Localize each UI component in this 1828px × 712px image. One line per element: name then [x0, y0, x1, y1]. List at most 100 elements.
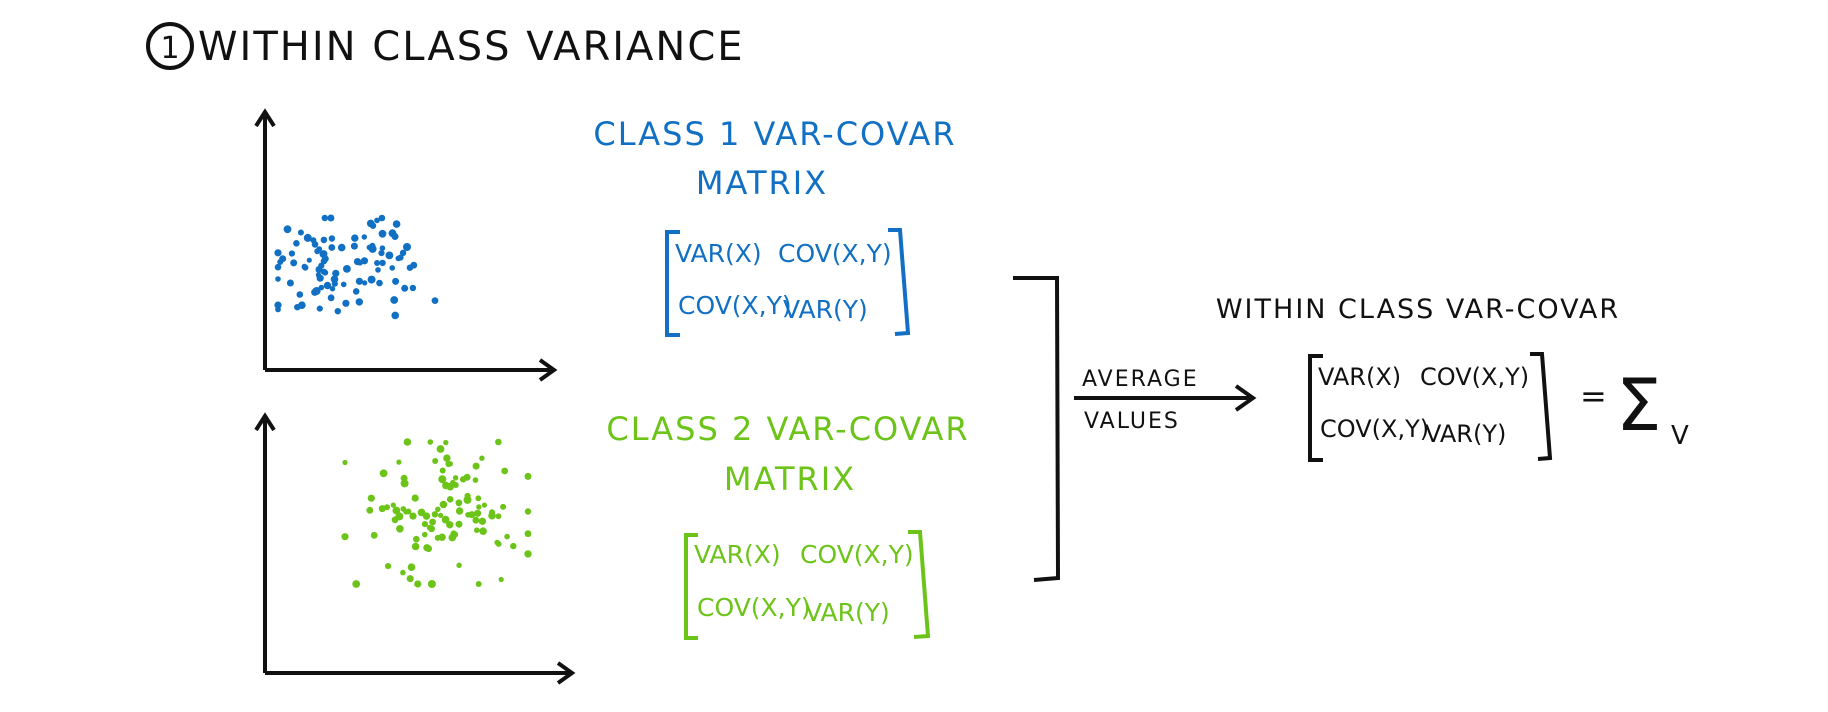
scatter-point — [388, 229, 397, 238]
scatter-point — [443, 454, 451, 462]
scatter-point — [429, 518, 436, 526]
scatter-point — [434, 534, 441, 541]
scatter-point — [352, 580, 361, 588]
scatter-point — [328, 244, 336, 251]
scatter-point — [279, 255, 287, 263]
scatter-point — [405, 508, 412, 515]
scatter-point — [455, 507, 464, 515]
result-matrix-var-y: VAR(Y) — [1425, 420, 1506, 448]
scatter-point — [406, 575, 414, 583]
scatter-point — [501, 467, 509, 475]
scatter-point — [421, 521, 428, 528]
scatter-point — [342, 299, 350, 307]
scatter-point — [431, 511, 439, 518]
sigma-symbol: Σ — [1616, 363, 1662, 447]
scatter-point — [392, 506, 401, 515]
scatter-point — [403, 243, 411, 251]
scatter-point — [297, 229, 304, 236]
page-title: WITHIN CLASS VARIANCE — [198, 24, 745, 70]
scatter-point — [301, 263, 308, 270]
scatter-point — [306, 257, 312, 263]
scatter-point — [312, 287, 321, 295]
scatter-point — [370, 531, 378, 539]
scatter-point — [327, 214, 335, 222]
class1-scatter-plot — [254, 108, 558, 382]
scatter-point — [438, 475, 447, 484]
scatter-point — [479, 527, 487, 535]
scatter-point — [331, 280, 338, 287]
scatter-point — [385, 563, 392, 570]
scatter-point — [355, 277, 363, 285]
scatter-point — [379, 469, 388, 478]
class2-scatter-plot — [254, 412, 576, 685]
result-matrix-block: WITHIN CLASS VAR-COVAR VAR(X) COV(X,Y) C… — [1216, 294, 1689, 462]
class1-matrix-cov-xy-top: COV(X,Y) — [778, 239, 892, 268]
scatter-point — [283, 225, 292, 234]
scatter-point — [495, 438, 502, 446]
scatter-point — [410, 261, 418, 269]
class1-matrix-right-bracket — [888, 228, 911, 336]
class2-matrix-cov-xy-bottom: COV(X,Y) — [697, 593, 811, 622]
scatter-point — [472, 516, 480, 524]
scatter-point — [400, 479, 409, 488]
scatter-point — [479, 455, 485, 461]
scatter-point — [397, 254, 404, 261]
scatter-point — [341, 533, 349, 541]
arrow-head — [1234, 384, 1257, 412]
scatter-point — [446, 521, 454, 529]
scatter-point — [524, 530, 532, 538]
scatter-point — [298, 301, 306, 310]
scatter-point — [504, 533, 510, 540]
title: 1 WITHIN CLASS VARIANCE — [146, 22, 745, 70]
scatter-point — [524, 508, 532, 515]
grouping-bracket — [1013, 276, 1061, 582]
scatter-point — [409, 512, 417, 520]
scatter-point — [400, 569, 406, 576]
scatter-point — [392, 277, 400, 285]
scatter-point — [494, 539, 501, 546]
scatter-point — [452, 475, 459, 481]
scatter-point — [423, 544, 431, 552]
class2-x-axis-arrowhead — [556, 661, 576, 685]
scatter-point — [474, 509, 482, 517]
scatter-point — [411, 494, 419, 502]
scatter-point — [441, 515, 450, 524]
scatter-point — [464, 492, 471, 500]
scatter-point — [355, 298, 363, 306]
result-heading: WITHIN CLASS VAR-COVAR — [1216, 294, 1620, 325]
scatter-point — [376, 279, 383, 287]
scatter-point — [422, 512, 431, 520]
scatter-point — [401, 284, 409, 292]
scatter-point — [316, 274, 324, 282]
scatter-point — [445, 460, 452, 468]
scatter-point — [435, 506, 441, 512]
scatter-point — [320, 258, 328, 265]
scatter-point — [368, 244, 377, 253]
scatter-point — [391, 516, 399, 524]
result-matrix-left-bracket — [1308, 354, 1323, 462]
scatter-point — [524, 550, 532, 558]
scatter-point — [275, 306, 281, 313]
scatter-point — [427, 439, 434, 445]
scatter-point — [378, 229, 387, 238]
scatter-point — [343, 265, 351, 273]
scatter-point — [316, 305, 323, 312]
result-matrix-cov-xy-bottom: COV(X,Y) — [1320, 415, 1429, 443]
scatter-point — [329, 286, 336, 292]
scatter-point — [432, 458, 439, 464]
scatter-point — [375, 267, 381, 273]
class1-matrix-cov-xy-bottom: COV(X,Y) — [678, 291, 792, 320]
scatter-point — [288, 250, 295, 257]
class1-matrix-var-y: VAR(Y) — [783, 295, 868, 324]
class1-matrix-block: CLASS 1 VAR-COVAR MATRIX VAR(X) COV(X,Y)… — [593, 115, 955, 337]
scatter-point — [438, 512, 444, 519]
scatter-point — [390, 296, 399, 304]
equals-sign: = — [1580, 377, 1607, 415]
scatter-point — [407, 563, 416, 571]
scatter-point — [293, 240, 300, 247]
scatter-point — [498, 576, 504, 583]
scatter-point — [472, 462, 480, 470]
scatter-point — [390, 502, 396, 508]
scatter-point — [391, 311, 400, 320]
